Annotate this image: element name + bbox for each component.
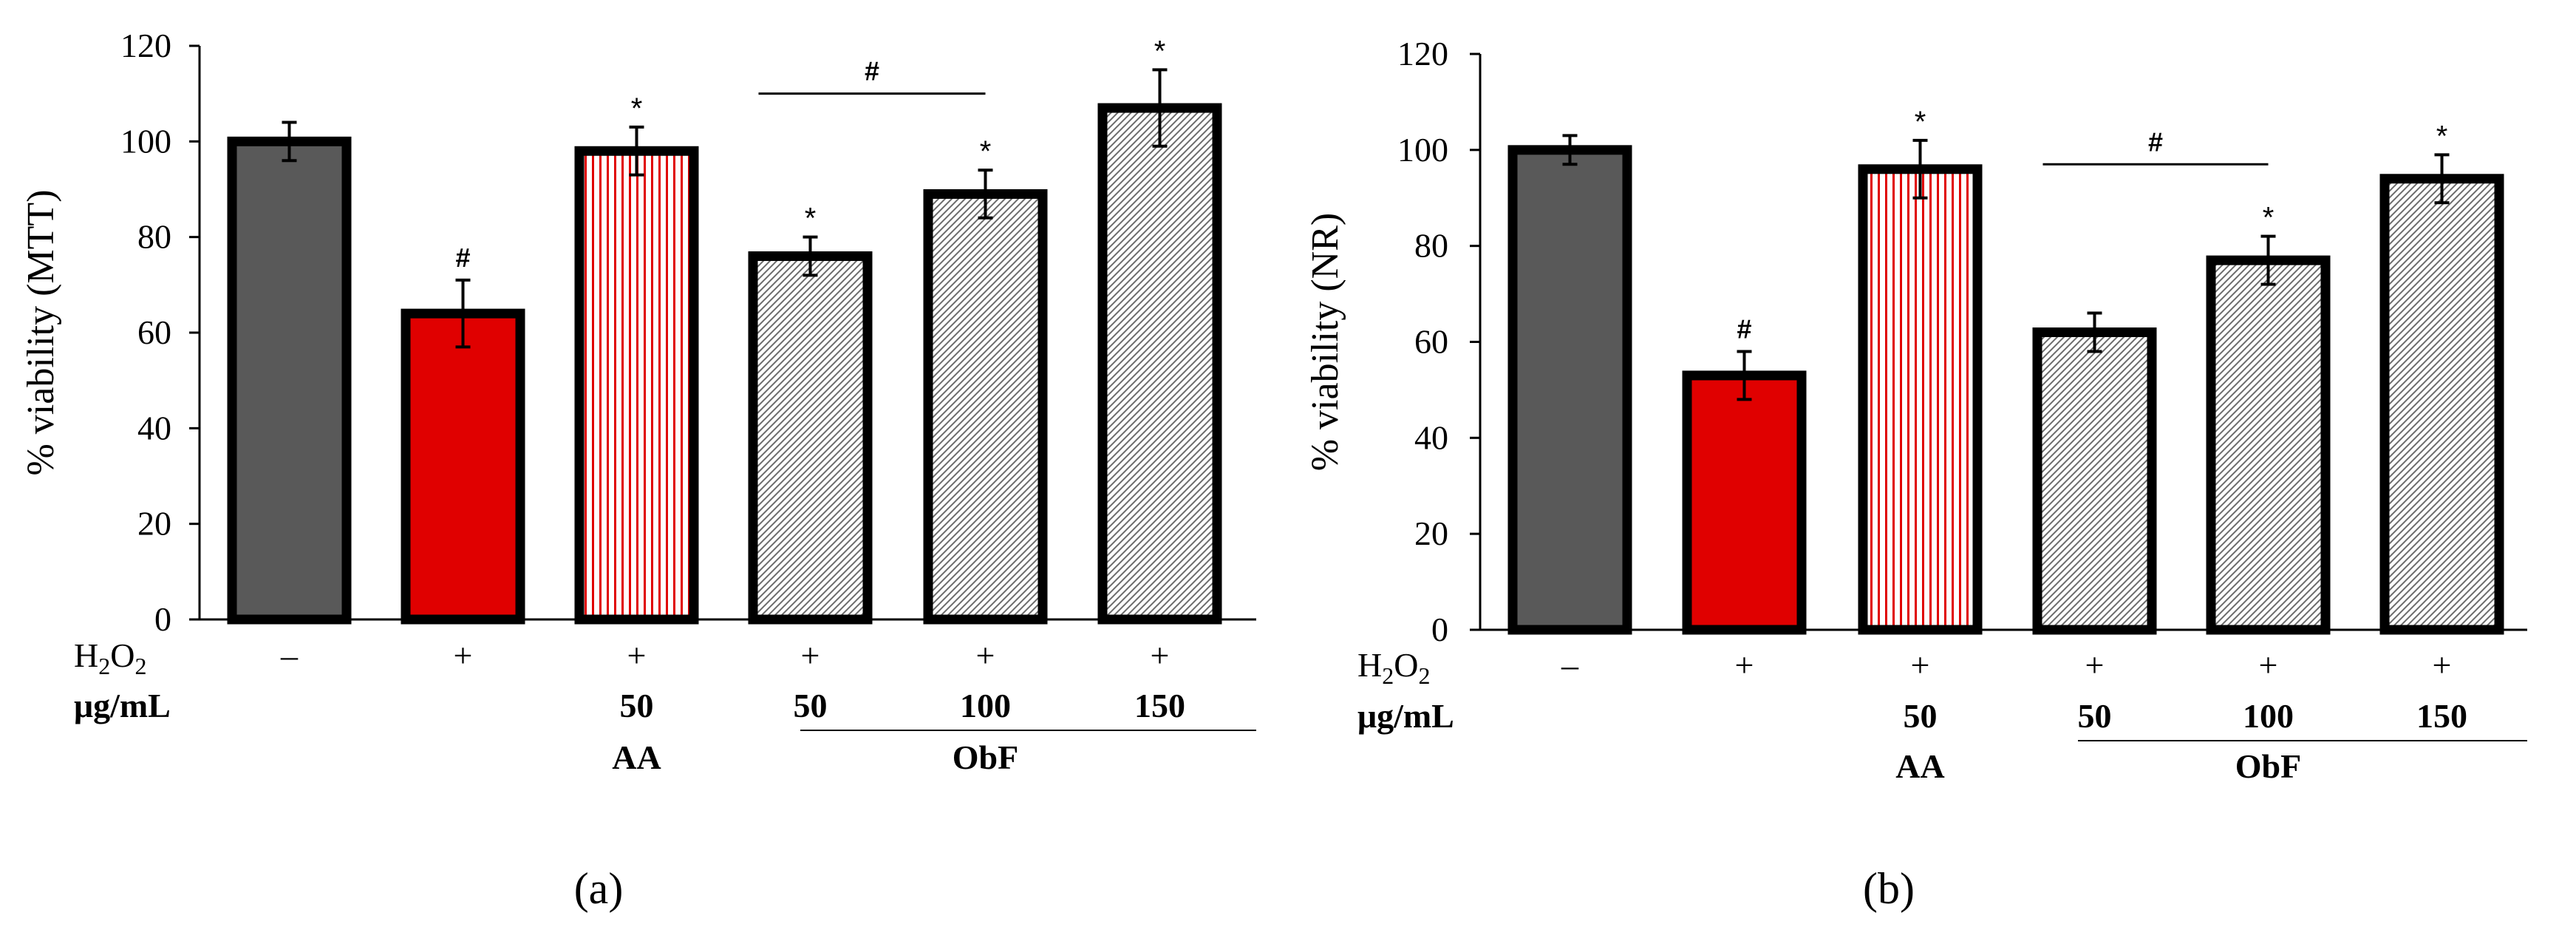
y-tick-label: 60 <box>1414 323 1448 361</box>
y-tick-label: 80 <box>137 218 171 256</box>
h2o2-sign: – <box>280 636 299 674</box>
h2o2-row-label: H2O2 <box>1357 646 1430 689</box>
h2o2-sign: + <box>801 636 820 674</box>
significance-asterisk: * <box>2436 120 2448 152</box>
h2o2-sign: – <box>1561 646 1579 684</box>
group-label-obf: ObF <box>2235 747 2301 785</box>
y-axis-title: % viability (NR) <box>1304 213 1346 472</box>
dose-value: 50 <box>794 687 828 724</box>
panel-caption: (a) <box>574 864 624 913</box>
h2o2-sub: 2 <box>134 653 146 679</box>
y-tick-label: 0 <box>154 600 171 638</box>
y-tick-label: 60 <box>137 313 171 351</box>
significance-asterisk: * <box>1154 35 1166 67</box>
h2o2-sub: 2 <box>98 653 110 679</box>
group-label-obf: ObF <box>953 738 1018 776</box>
y-tick-label: 20 <box>137 505 171 543</box>
bar <box>2032 327 2157 635</box>
y-axis-title: % viability (MTT) <box>20 189 62 475</box>
y-tick-label: 100 <box>120 122 171 160</box>
bar <box>401 308 525 625</box>
group-label-aa: AA <box>612 738 661 776</box>
dose-value: 100 <box>960 687 1011 724</box>
h2o2-h: H <box>1357 646 1382 684</box>
h2o2-sub: 2 <box>1382 662 1394 689</box>
dose-value: 50 <box>2078 697 2112 735</box>
bar <box>1097 103 1222 625</box>
y-tick-label: 40 <box>137 409 171 446</box>
bar <box>1507 145 1632 635</box>
dose-value: 100 <box>2243 697 2294 735</box>
y-tick-label: 120 <box>1397 35 1448 72</box>
hash-marker: # <box>1737 313 1751 344</box>
h2o2-sign: + <box>627 636 647 674</box>
significance-asterisk: * <box>631 92 643 125</box>
h2o2-sub: 2 <box>1418 662 1430 689</box>
significance-asterisk: * <box>805 203 817 235</box>
bar <box>923 188 1048 625</box>
bar <box>1682 370 1807 635</box>
h2o2-o: O <box>110 636 134 674</box>
significance-asterisk: * <box>2263 202 2275 234</box>
y-tick-label: 40 <box>1414 418 1448 456</box>
dose-value: 150 <box>1134 687 1185 724</box>
dose-value: 50 <box>1904 697 1938 735</box>
h2o2-sign: + <box>454 636 473 674</box>
significance-asterisk: * <box>980 135 992 168</box>
bracket-hash-marker: # <box>865 56 879 86</box>
dose-value: 50 <box>620 687 654 724</box>
h2o2-h: H <box>74 636 98 674</box>
h2o2-row-label: H2O2 <box>74 636 146 679</box>
y-tick-label: 100 <box>1397 131 1448 169</box>
chart-a: 0 20 40 60 80 100 120 % viability (MTT) – # + * +50 *… <box>20 27 1256 913</box>
hash-marker: # <box>455 242 470 273</box>
bar <box>748 251 873 625</box>
dose-row-label: μg/mL <box>1357 697 1454 735</box>
bar <box>1858 164 1983 635</box>
bar <box>227 136 352 625</box>
bar <box>2206 255 2331 635</box>
bracket-hash-marker: # <box>2148 126 2163 157</box>
h2o2-sign: + <box>2085 646 2105 684</box>
h2o2-sign: + <box>976 636 995 674</box>
dose-row-label: μg/mL <box>74 687 171 724</box>
y-tick-label: 20 <box>1414 514 1448 552</box>
y-tick-label: 80 <box>1414 227 1448 265</box>
y-tick-label: 120 <box>120 27 171 64</box>
h2o2-sign: + <box>1911 646 1930 684</box>
group-label-aa: AA <box>1895 747 1944 785</box>
panel-caption: (b) <box>1863 864 1915 913</box>
bar <box>574 146 699 625</box>
h2o2-sign: + <box>2433 646 2452 684</box>
dose-value: 150 <box>2416 697 2467 735</box>
chart-b: 0 20 40 60 80 100 120 % viability (NR) – # + * +50 +5… <box>1304 35 2527 913</box>
h2o2-sign: + <box>1735 646 1754 684</box>
h2o2-sign: + <box>1151 636 1170 674</box>
bar <box>2379 174 2504 635</box>
h2o2-o: O <box>1394 646 1418 684</box>
h2o2-sign: + <box>2259 646 2278 684</box>
y-tick-label: 0 <box>1431 611 1448 648</box>
significance-asterisk: * <box>1915 106 1926 138</box>
